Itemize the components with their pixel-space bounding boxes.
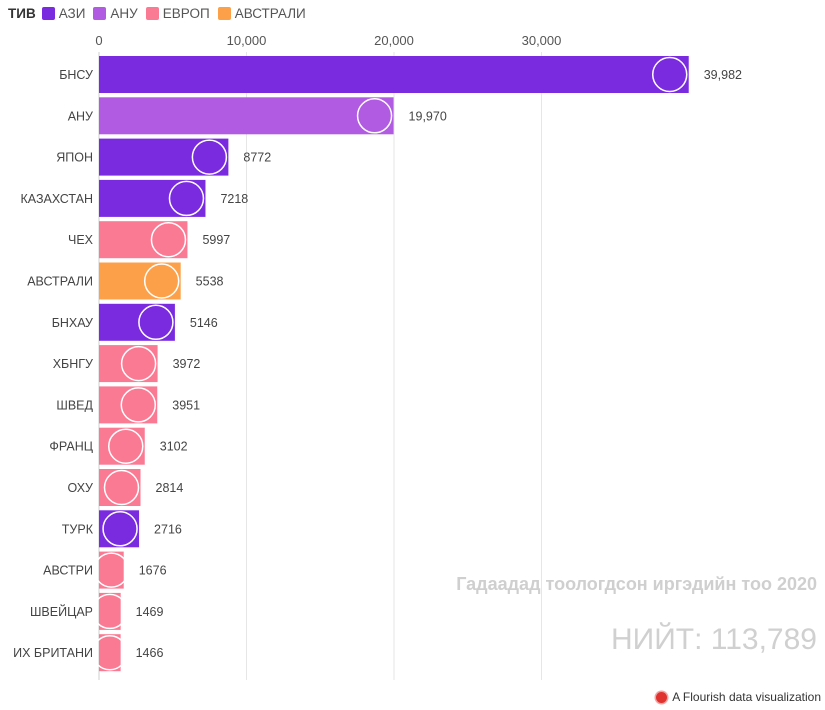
- category-label: ФРАНЦ: [49, 440, 93, 454]
- value-label: 2716: [154, 522, 182, 536]
- china-flag-icon: [138, 304, 174, 341]
- bar: [99, 592, 121, 630]
- legend: ТИВ АЗИ АНУ ЕВРОП АВСТРАЛИ: [8, 3, 314, 23]
- x-tick-label: 0: [95, 33, 102, 48]
- bar: [99, 262, 181, 300]
- category-label: АВСТРИ: [43, 564, 93, 578]
- legend-swatch: [217, 6, 231, 20]
- value-label: 7218: [220, 192, 248, 206]
- category-label: ИХ БРИТАНИ: [13, 646, 93, 660]
- bar: [99, 551, 124, 589]
- russia-flag-icon: [103, 469, 140, 506]
- legend-swatch: [41, 6, 55, 20]
- value-label: 5146: [190, 316, 218, 330]
- chart-annotation-total: НИЙТ: 113,789: [610, 623, 817, 656]
- category-label: АНУ: [68, 109, 93, 123]
- legend-label: АВСТРАЛИ: [234, 5, 306, 21]
- x-tick-label: 20,000: [374, 33, 414, 48]
- legend-label: АЗИ: [58, 5, 86, 21]
- usa-flag-icon: [356, 98, 393, 134]
- bar: [99, 221, 188, 259]
- germany-flag-icon: [120, 345, 157, 382]
- category-label: ЯПОН: [56, 151, 93, 165]
- south-korea-flag-icon: [651, 56, 688, 93]
- sweden-flag-icon: [120, 387, 157, 423]
- bar: [99, 56, 689, 93]
- switzerland-flag-icon: [92, 593, 128, 630]
- value-label: 1469: [136, 605, 164, 619]
- legend-label: ЕВРОП: [162, 5, 210, 21]
- legend-label: АНУ: [110, 5, 138, 21]
- bar: [99, 303, 175, 341]
- x-tick-label: 30,000: [522, 33, 562, 48]
- legend-swatch: [93, 6, 107, 20]
- category-label: БНХАУ: [52, 316, 93, 330]
- value-label: 5538: [196, 275, 224, 289]
- attribution-label: A Flourish data visualization: [672, 690, 821, 704]
- value-label: 3972: [173, 357, 201, 371]
- legend-swatch: [145, 6, 159, 20]
- bar: [99, 386, 158, 424]
- turkey-flag-icon: [102, 511, 138, 547]
- value-label: 39,982: [704, 68, 742, 82]
- bar: [99, 345, 158, 383]
- category-label: АВСТРАЛИ: [27, 275, 93, 289]
- value-label: 1466: [136, 646, 164, 660]
- bar: [99, 510, 140, 548]
- category-label: ОХУ: [68, 481, 93, 495]
- value-label: 1676: [139, 564, 167, 578]
- value-label: 3951: [172, 398, 200, 412]
- czech-flag-icon: [150, 221, 187, 258]
- bar: [99, 138, 229, 176]
- value-label: 19,970: [409, 109, 447, 123]
- chart-annotation-title: Гадаадад тоологдсон иргэдийн тоо 2020: [456, 574, 817, 594]
- x-tick-label: 10,000: [227, 33, 267, 48]
- value-label: 5997: [202, 233, 230, 247]
- category-label: КАЗАХСТАН: [21, 192, 94, 206]
- australia-flag-icon: [143, 263, 180, 299]
- bar: [99, 179, 206, 217]
- legend-item-asia[interactable]: АЗИ: [41, 5, 86, 21]
- legend-title: ТИВ: [8, 5, 36, 21]
- japan-flag-icon: [191, 139, 228, 175]
- value-label: 3102: [160, 440, 188, 454]
- legend-item-europe[interactable]: ЕВРОП: [145, 5, 210, 21]
- legend-item-australia[interactable]: АВСТРАЛИ: [217, 5, 306, 21]
- category-label: ХБНГУ: [53, 357, 93, 371]
- kazakhstan-flag-icon: [168, 180, 205, 217]
- value-label: 8772: [243, 151, 271, 165]
- flourish-attribution[interactable]: A Flourish data visualization: [656, 690, 821, 704]
- france-flag-icon: [108, 428, 144, 464]
- category-label: ТУРК: [62, 522, 94, 536]
- value-label: 2814: [156, 481, 184, 495]
- flourish-icon: [656, 691, 668, 703]
- bar: [99, 97, 394, 135]
- legend-item-usa[interactable]: АНУ: [93, 5, 138, 21]
- austria-flag-icon: [93, 552, 130, 588]
- uk-flag-icon: [92, 634, 128, 671]
- category-label: ЧЕХ: [68, 233, 94, 247]
- category-label: ШВЕЙЦАР: [30, 604, 93, 619]
- category-label: ШВЕД: [56, 398, 93, 412]
- category-label: БНСУ: [59, 68, 93, 82]
- bar: [99, 634, 121, 672]
